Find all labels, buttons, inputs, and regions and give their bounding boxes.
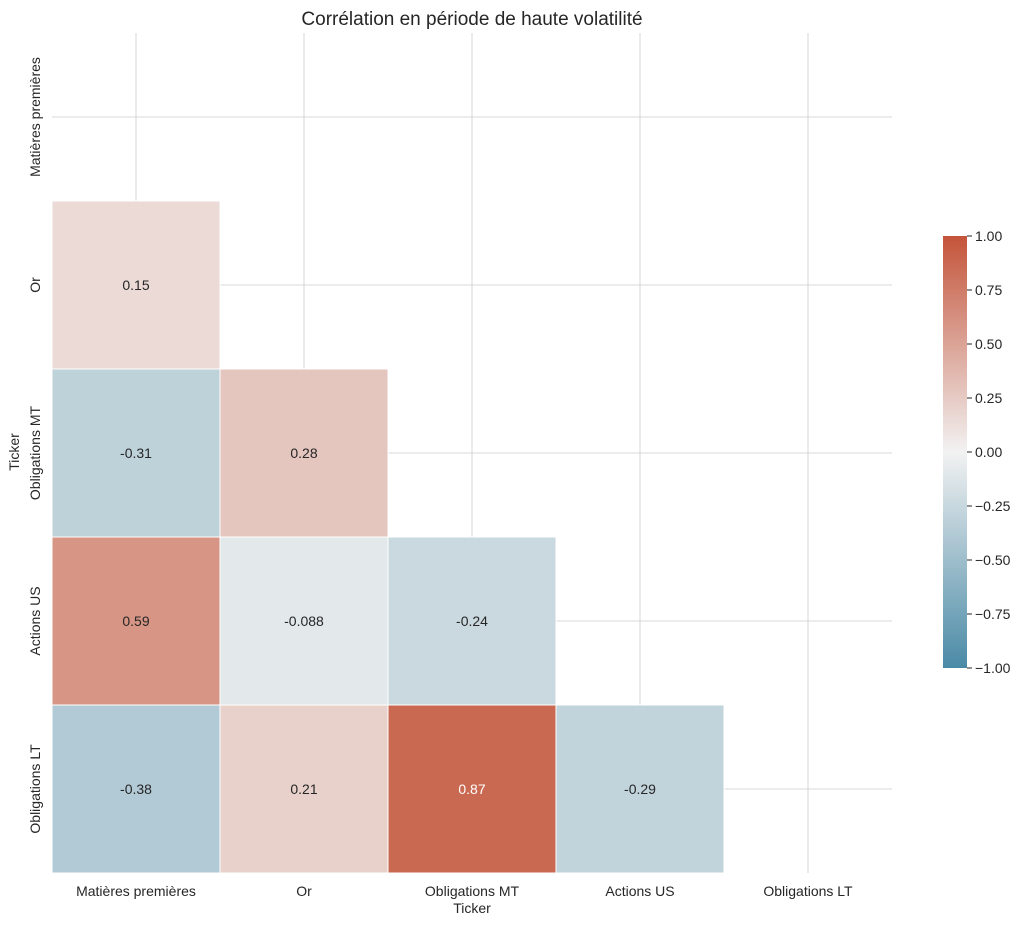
colorbar-tick-label: 0.25 bbox=[975, 390, 1002, 406]
y-tick-label: Matières premières bbox=[27, 57, 43, 177]
chart-title: Corrélation en période de haute volatili… bbox=[301, 9, 642, 30]
colorbar-tick-label: −1.00 bbox=[975, 660, 1011, 676]
y-axis-label: Ticker bbox=[6, 433, 22, 471]
x-tick-label: Actions US bbox=[605, 883, 674, 899]
colorbar-tick-label: 1.00 bbox=[975, 228, 1002, 244]
heatmap-cells bbox=[51, 200, 725, 874]
colorbar: 1.00 0.75 0.50 0.25 0.00 −0.25 −0.50 −0.75 −1.00 bbox=[943, 228, 1011, 676]
cell-value-label: -0.31 bbox=[120, 445, 152, 461]
cell-value-label: 0.87 bbox=[458, 781, 485, 797]
colorbar-tick-label: −0.25 bbox=[975, 498, 1011, 514]
cell-value-label: 0.21 bbox=[290, 781, 317, 797]
heatmap-cell bbox=[51, 536, 221, 706]
x-tick-label: Matières premières bbox=[76, 883, 196, 899]
heatmap-cell bbox=[555, 704, 725, 874]
heatmap-cell bbox=[219, 536, 389, 706]
x-axis-label: Ticker bbox=[453, 900, 491, 916]
y-tick-label: Obligations MT bbox=[27, 405, 43, 500]
heatmap-cell bbox=[219, 704, 389, 874]
colorbar-tick-label: −0.50 bbox=[975, 552, 1011, 568]
y-tick-label: Obligations LT bbox=[27, 744, 43, 834]
cell-value-label: -0.24 bbox=[456, 613, 488, 629]
heatmap-cell bbox=[51, 200, 221, 370]
cell-value-label: 0.59 bbox=[122, 613, 149, 629]
y-tick-label: Or bbox=[27, 277, 43, 293]
colorbar-tick-label: 0.75 bbox=[975, 282, 1002, 298]
x-tick-label: Obligations LT bbox=[763, 883, 853, 899]
cell-value-label: -0.29 bbox=[624, 781, 656, 797]
heatmap-cell bbox=[387, 536, 557, 706]
colorbar-gradient bbox=[943, 236, 967, 668]
heatmap-cell bbox=[51, 368, 221, 538]
y-tick-label: Actions US bbox=[27, 586, 43, 655]
y-tick-labels: Matières premières Or Obligations MT Action… bbox=[27, 57, 43, 834]
cell-value-label: 0.15 bbox=[122, 277, 149, 293]
cell-value-label: 0.28 bbox=[290, 445, 317, 461]
colorbar-tick-label: 0.50 bbox=[975, 336, 1002, 352]
x-tick-labels: Matières premières Or Obligations MT Action… bbox=[76, 883, 853, 899]
cell-labels: 0.15 -0.31 0.28 0.59 -0.088 -0.24 -0.38 0.21 0.8… bbox=[120, 277, 656, 797]
cell-value-label: -0.088 bbox=[284, 613, 324, 629]
x-tick-label: Or bbox=[296, 883, 312, 899]
heatmap-cell bbox=[387, 704, 557, 874]
colorbar-tick-label: 0.00 bbox=[975, 444, 1002, 460]
cell-value-label: -0.38 bbox=[120, 781, 152, 797]
colorbar-tick-label: −0.75 bbox=[975, 606, 1011, 622]
x-tick-label: Obligations MT bbox=[425, 883, 520, 899]
heatmap-cell bbox=[51, 704, 221, 874]
